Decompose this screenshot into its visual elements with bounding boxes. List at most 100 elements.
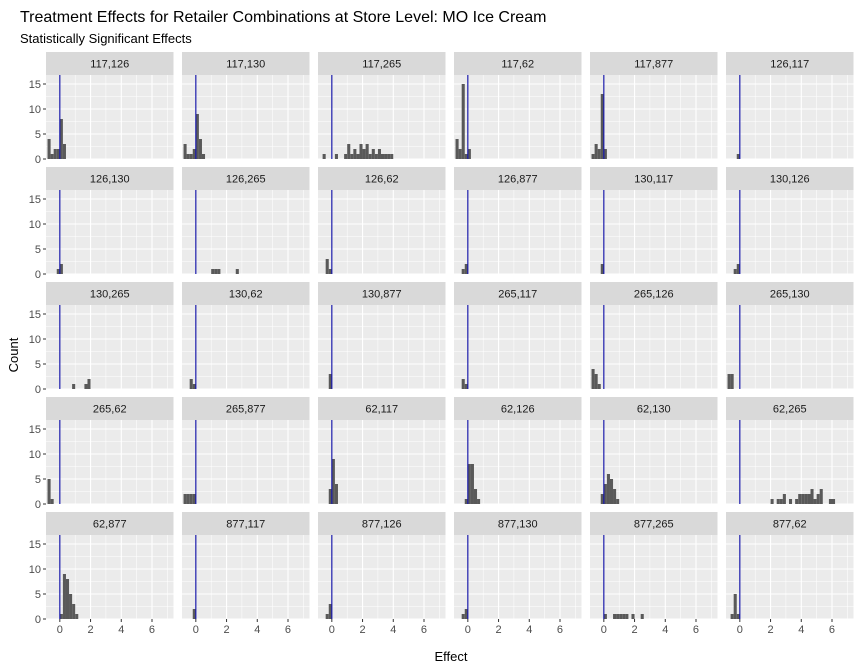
histogram-bar — [390, 154, 394, 159]
histogram-bar — [183, 144, 187, 159]
histogram-bar — [467, 149, 471, 159]
y-tick-label: 5 — [35, 474, 41, 486]
histogram-bar — [600, 264, 604, 274]
histogram-bar — [334, 154, 338, 159]
histogram-bar — [59, 614, 63, 619]
histogram-bar — [374, 154, 378, 159]
histogram-bar — [380, 154, 385, 159]
histogram-bar — [72, 384, 76, 389]
histogram-bar — [192, 609, 196, 619]
histogram-bar — [195, 114, 199, 159]
facet-strip — [590, 397, 718, 420]
y-tick-label: 0 — [35, 499, 41, 511]
histogram-bar — [384, 154, 388, 159]
histogram-bar — [84, 384, 88, 389]
x-tick-label: 6 — [149, 624, 155, 636]
facet-label: 62,265 — [773, 404, 807, 416]
histogram-bar — [192, 384, 196, 389]
histogram-bar — [464, 384, 468, 389]
facet-label: 265,117 — [498, 289, 537, 301]
histogram-bar — [816, 494, 820, 504]
facet-strip — [454, 52, 582, 75]
x-tick-label: 4 — [118, 624, 124, 636]
histogram-bar — [461, 84, 465, 159]
x-tick-label: 4 — [798, 624, 804, 636]
histogram-bar — [591, 154, 595, 159]
facet-panel: 877,265 0 2 4 6 — [590, 512, 718, 636]
facet-label: 130,117 — [634, 174, 673, 186]
facet-strip — [46, 167, 174, 190]
histogram-bar — [217, 269, 221, 274]
facet-panel: 62,130 — [590, 397, 718, 505]
facet-strip — [726, 282, 854, 305]
y-tick-label: 15 — [29, 539, 41, 551]
x-tick-label: 0 — [737, 624, 743, 636]
facet-label: 62,126 — [501, 404, 535, 416]
facet-panel: 130,877 — [318, 282, 446, 390]
histogram-bar — [235, 269, 239, 274]
facet-panel: 62,117 — [318, 397, 446, 505]
y-axis-title: Count — [6, 337, 21, 372]
x-tick-label: 2 — [495, 624, 501, 636]
facet-panel: 265,877 — [182, 397, 310, 505]
histogram-bar — [804, 494, 808, 504]
histogram-bar — [189, 494, 193, 504]
histogram-bar — [619, 614, 623, 619]
histogram-bar — [322, 154, 326, 159]
histogram-bar — [831, 499, 836, 504]
facet-panel: 130,62 — [182, 282, 310, 390]
histogram-bar — [62, 144, 66, 159]
facet-label: 126,877 — [498, 174, 538, 186]
histogram-bar — [600, 494, 604, 504]
histogram-bar — [461, 379, 465, 389]
facet-label: 265,126 — [634, 289, 674, 301]
histogram-bar — [733, 269, 737, 274]
facet-panel: 117,265 — [318, 52, 446, 160]
y-tick-label: 0 — [35, 154, 41, 166]
facet-strip — [454, 167, 582, 190]
facet-label: 877,117 — [226, 519, 265, 531]
x-tick-label: 0 — [193, 624, 199, 636]
x-axis-title: Effect — [434, 649, 467, 664]
facet-strip — [726, 52, 854, 75]
histogram-bar — [597, 149, 601, 159]
facet-label: 126,117 — [770, 59, 809, 71]
histogram-bar — [464, 154, 468, 159]
y-tick-label: 15 — [29, 79, 41, 91]
histogram-bar — [387, 154, 391, 159]
y-tick-label: 5 — [35, 359, 41, 371]
histogram-bar — [730, 614, 734, 619]
facet-panel: 877,126 0 2 4 6 — [318, 512, 446, 636]
y-tick-label: 10 — [29, 449, 41, 461]
histogram-bar — [810, 489, 814, 504]
facet-label: 126,62 — [365, 174, 399, 186]
x-tick-label: 2 — [631, 624, 637, 636]
histogram-bar — [356, 154, 360, 159]
x-tick-label: 2 — [223, 624, 229, 636]
x-tick-label: 2 — [359, 624, 365, 636]
facet-label: 265,62 — [93, 404, 127, 416]
y-tick-label: 15 — [29, 309, 41, 321]
histogram-bar — [334, 484, 338, 504]
histogram-bar — [464, 609, 468, 619]
chart-title: Treatment Effects for Retailer Combinati… — [20, 9, 546, 26]
histogram-bar — [733, 594, 737, 619]
facet-panel: 130,265 0 5 10 15 — [29, 282, 174, 396]
histogram-bar — [56, 269, 60, 274]
histogram-bar — [47, 139, 51, 159]
facet-panel: 62,126 — [454, 397, 582, 505]
histogram-bar — [56, 149, 60, 159]
histogram-bar — [473, 489, 478, 504]
histogram-bar — [631, 614, 635, 619]
facet-strip — [590, 512, 718, 535]
facet-panel: 126,62 — [318, 167, 446, 275]
facet-panel: 265,62 0 5 10 15 — [29, 397, 174, 511]
facet-panel: 117,130 — [182, 52, 310, 160]
histogram-bar — [464, 264, 468, 274]
histogram-bar — [192, 494, 196, 504]
histogram-bar — [736, 614, 740, 619]
x-tick-label: 0 — [329, 624, 335, 636]
histogram-bar — [362, 149, 366, 159]
histogram-bar — [779, 499, 783, 504]
x-tick-label: 2 — [87, 624, 93, 636]
